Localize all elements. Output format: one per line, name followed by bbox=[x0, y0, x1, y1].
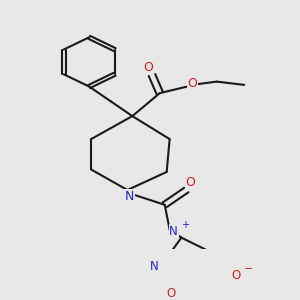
Text: O: O bbox=[166, 287, 175, 300]
Text: O: O bbox=[187, 77, 197, 90]
Text: O: O bbox=[185, 176, 195, 189]
Text: O: O bbox=[232, 269, 241, 282]
Text: N: N bbox=[125, 190, 134, 203]
Text: N: N bbox=[150, 260, 158, 273]
Text: N: N bbox=[169, 225, 178, 238]
Text: +: + bbox=[181, 220, 189, 230]
Text: O: O bbox=[143, 61, 153, 74]
Text: −: − bbox=[244, 264, 253, 274]
